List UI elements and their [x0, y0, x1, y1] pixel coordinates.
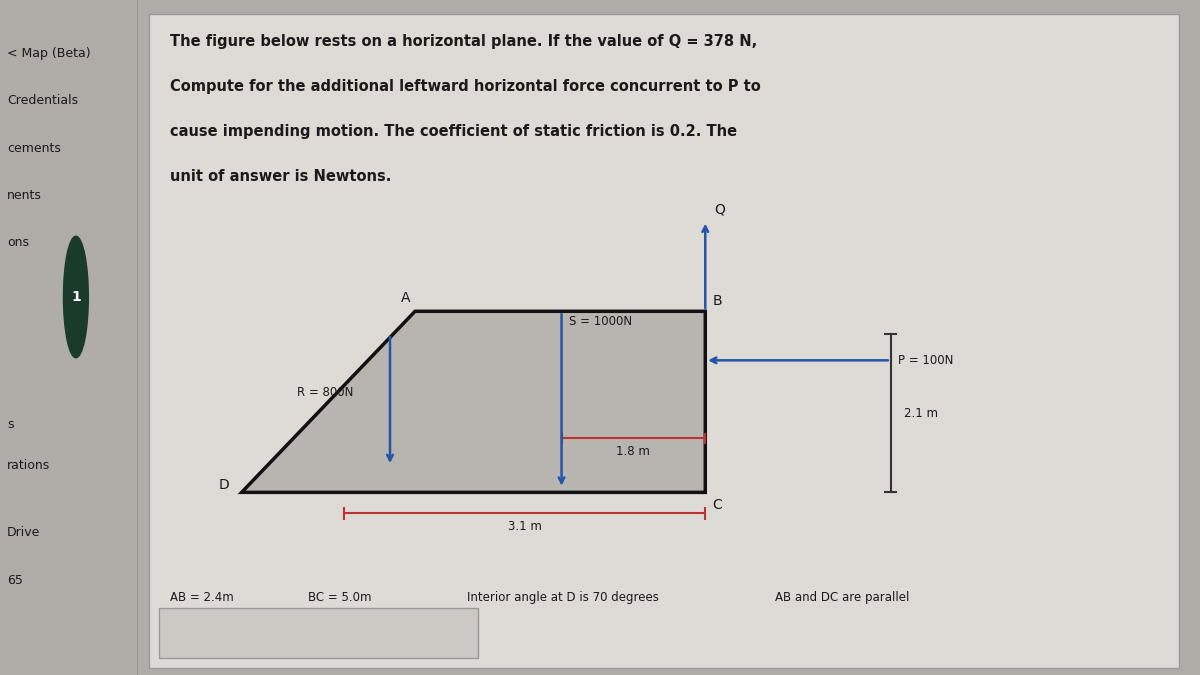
Text: BC = 5.0m: BC = 5.0m [308, 591, 372, 604]
Text: 2.1 m: 2.1 m [904, 406, 937, 420]
Text: < Map (Beta): < Map (Beta) [7, 47, 90, 60]
Text: AB and DC are parallel: AB and DC are parallel [775, 591, 910, 604]
Text: Drive: Drive [7, 526, 41, 539]
Text: S = 1000N: S = 1000N [569, 315, 632, 328]
Text: 1: 1 [71, 290, 80, 304]
Text: P = 100N: P = 100N [898, 354, 954, 367]
Text: Q: Q [714, 203, 726, 217]
Text: Credentials: Credentials [7, 95, 78, 107]
Text: B: B [713, 294, 722, 308]
Text: C: C [713, 498, 722, 512]
Text: A: A [401, 291, 410, 305]
Text: cause impending motion. The coefficient of static friction is 0.2. The: cause impending motion. The coefficient … [170, 124, 737, 139]
Text: s: s [7, 418, 13, 431]
Polygon shape [241, 311, 706, 492]
Text: 3.1 m: 3.1 m [508, 520, 541, 533]
FancyBboxPatch shape [149, 14, 1178, 668]
Text: 1.8 m: 1.8 m [617, 445, 650, 458]
Circle shape [64, 236, 89, 358]
Text: D: D [218, 478, 229, 491]
Text: The figure below rests on a horizontal plane. If the value of Q = 378 N,: The figure below rests on a horizontal p… [170, 34, 757, 49]
Text: cements: cements [7, 142, 61, 155]
FancyBboxPatch shape [160, 608, 478, 658]
Text: R = 800N: R = 800N [298, 386, 354, 399]
Text: Compute for the additional leftward horizontal force concurrent to P to: Compute for the additional leftward hori… [170, 79, 761, 94]
Text: rations: rations [7, 459, 50, 472]
Text: Interior angle at D is 70 degrees: Interior angle at D is 70 degrees [467, 591, 659, 604]
Text: nents: nents [7, 189, 42, 202]
Text: unit of answer is Newtons.: unit of answer is Newtons. [170, 169, 391, 184]
Text: ons: ons [7, 236, 29, 249]
Text: AB = 2.4m: AB = 2.4m [170, 591, 234, 604]
Text: 65: 65 [7, 574, 23, 587]
